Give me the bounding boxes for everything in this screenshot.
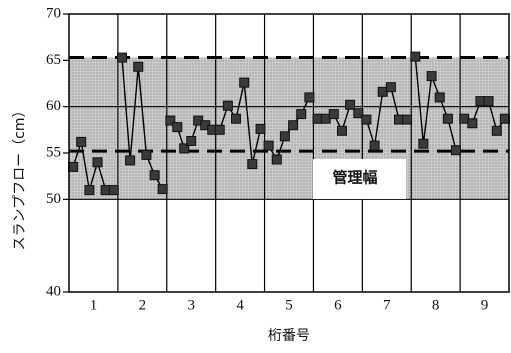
data-point xyxy=(467,118,478,129)
data-point xyxy=(247,159,258,170)
x-axis-title: 桁番号 xyxy=(268,328,310,344)
data-point xyxy=(239,77,250,88)
x-tick-label: 1 xyxy=(90,297,98,313)
axis-tick-layer: 40 50 55 60 65 70 1 2 3 4 5 6 7 8 9 xyxy=(46,5,488,313)
data-point xyxy=(157,184,168,195)
y-tick-label: 50 xyxy=(46,191,61,207)
band-label-layer: 管理幅 xyxy=(313,159,406,199)
data-point xyxy=(222,100,233,111)
data-point xyxy=(426,71,437,82)
data-point xyxy=(312,113,323,124)
data-point xyxy=(402,114,413,125)
x-tick-label: 9 xyxy=(481,297,489,313)
data-point xyxy=(288,120,299,131)
y-axis-title: スランプフロー（cm） xyxy=(12,104,28,251)
data-point xyxy=(214,124,225,135)
data-point xyxy=(434,92,445,103)
data-point xyxy=(141,149,152,160)
data-point xyxy=(279,131,290,142)
data-point xyxy=(361,114,372,125)
x-tick-label: 2 xyxy=(139,297,147,313)
data-point xyxy=(149,170,160,181)
y-tick-label: 60 xyxy=(46,98,61,114)
band-label: 管理幅 xyxy=(332,169,377,187)
data-point xyxy=(337,125,347,136)
data-point xyxy=(353,108,364,119)
data-point xyxy=(92,157,103,168)
x-tick-label: 7 xyxy=(383,297,391,313)
data-point xyxy=(442,113,453,124)
x-tick-label: 6 xyxy=(334,297,342,313)
data-point xyxy=(84,185,95,196)
data-point xyxy=(186,136,197,146)
y-tick-label: 70 xyxy=(46,5,61,21)
data-point xyxy=(385,82,396,93)
data-point xyxy=(263,140,274,151)
data-point xyxy=(68,161,79,172)
data-point xyxy=(296,109,307,120)
data-point xyxy=(133,61,144,72)
y-tick-label: 65 xyxy=(46,52,61,68)
data-point xyxy=(125,155,136,166)
data-point xyxy=(165,115,176,126)
data-point xyxy=(179,143,190,154)
data-point xyxy=(117,52,127,63)
data-point xyxy=(76,136,87,147)
series-line-group-8 xyxy=(414,56,457,151)
data-point xyxy=(345,99,356,110)
data-point xyxy=(491,125,502,136)
data-point xyxy=(451,145,461,156)
data-point xyxy=(304,92,315,103)
data-point xyxy=(108,185,119,196)
x-tick-label: 5 xyxy=(285,297,293,313)
data-point xyxy=(231,113,241,124)
data-layer xyxy=(68,51,510,196)
band-label-box xyxy=(313,159,406,199)
data-point xyxy=(483,96,494,107)
data-point xyxy=(271,154,282,165)
y-tick-label: 40 xyxy=(46,283,61,299)
data-point xyxy=(418,138,429,149)
data-point xyxy=(499,113,510,124)
data-point xyxy=(172,122,183,133)
x-tick-label: 4 xyxy=(236,297,244,313)
data-point xyxy=(328,109,339,120)
data-point xyxy=(255,123,266,134)
data-point xyxy=(377,86,388,97)
y-tick-label: 55 xyxy=(46,144,61,160)
x-tick-label: 8 xyxy=(432,297,440,313)
data-point xyxy=(410,51,421,62)
data-point xyxy=(369,140,380,151)
x-tick-label: 3 xyxy=(187,297,195,313)
